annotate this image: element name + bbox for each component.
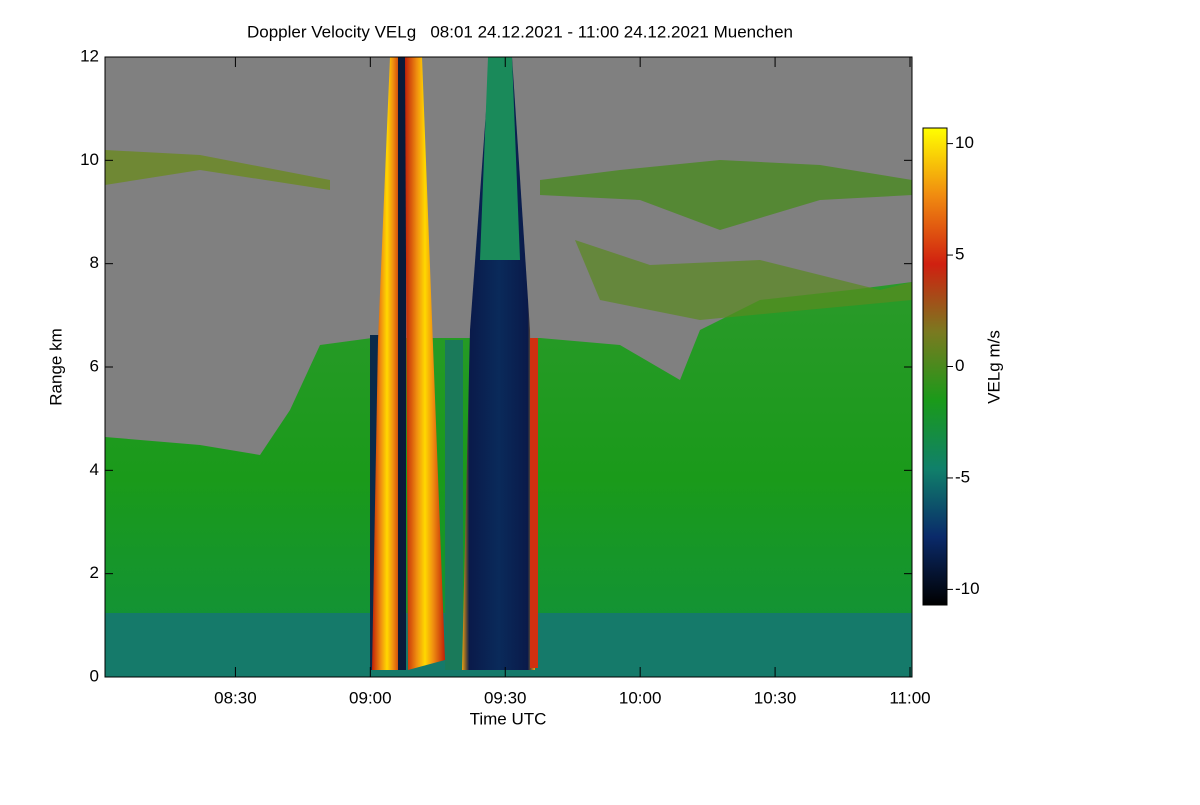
colorbar-label: VELg m/s <box>984 330 1003 404</box>
y-tick-label: 6 <box>90 356 99 375</box>
colorbar <box>922 127 948 606</box>
x-tick-label: 08:30 <box>214 688 257 707</box>
y-tick-label: 10 <box>80 150 99 169</box>
colorbar-tick-label: 10 <box>955 133 974 152</box>
y-axis-label: Range km <box>46 328 65 405</box>
x-tick-label: 10:30 <box>754 688 797 707</box>
y-tick-label: 4 <box>90 460 99 479</box>
velocity-field <box>105 57 912 677</box>
x-tick-label: 09:30 <box>484 688 527 707</box>
x-tick-label: 11:00 <box>889 688 930 707</box>
y-tick-label: 2 <box>90 563 99 582</box>
y-tick-label: 8 <box>90 253 99 272</box>
colorbar-tick-label: 5 <box>955 245 964 264</box>
colorbar-tick-label: -10 <box>955 579 980 598</box>
colorbar-tick-label: -5 <box>955 467 970 486</box>
y-tick-label: 12 <box>80 46 99 65</box>
x-tick-label: 09:00 <box>349 688 392 707</box>
y-tick-label: 0 <box>90 666 99 685</box>
colorbar-tick-label: 0 <box>955 356 964 375</box>
chart-title: Doppler Velocity VELg 08:01 24.12.2021 -… <box>247 22 793 41</box>
x-axis-label: Time UTC <box>470 709 547 728</box>
x-tick-label: 10:00 <box>619 688 662 707</box>
